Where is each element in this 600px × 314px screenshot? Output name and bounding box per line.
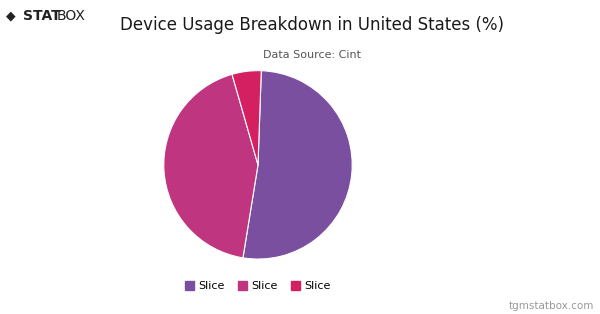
Wedge shape [232, 71, 261, 165]
Wedge shape [164, 74, 258, 258]
Text: tgmstatbox.com: tgmstatbox.com [509, 301, 594, 311]
Text: BOX: BOX [57, 9, 86, 24]
Legend: Slice, Slice, Slice: Slice, Slice, Slice [181, 277, 335, 296]
Text: STAT: STAT [23, 9, 61, 24]
Text: Device Usage Breakdown in United States (%): Device Usage Breakdown in United States … [120, 16, 504, 34]
Wedge shape [243, 71, 352, 259]
Text: Data Source: Cint: Data Source: Cint [263, 50, 361, 60]
Text: ◆: ◆ [6, 9, 20, 22]
